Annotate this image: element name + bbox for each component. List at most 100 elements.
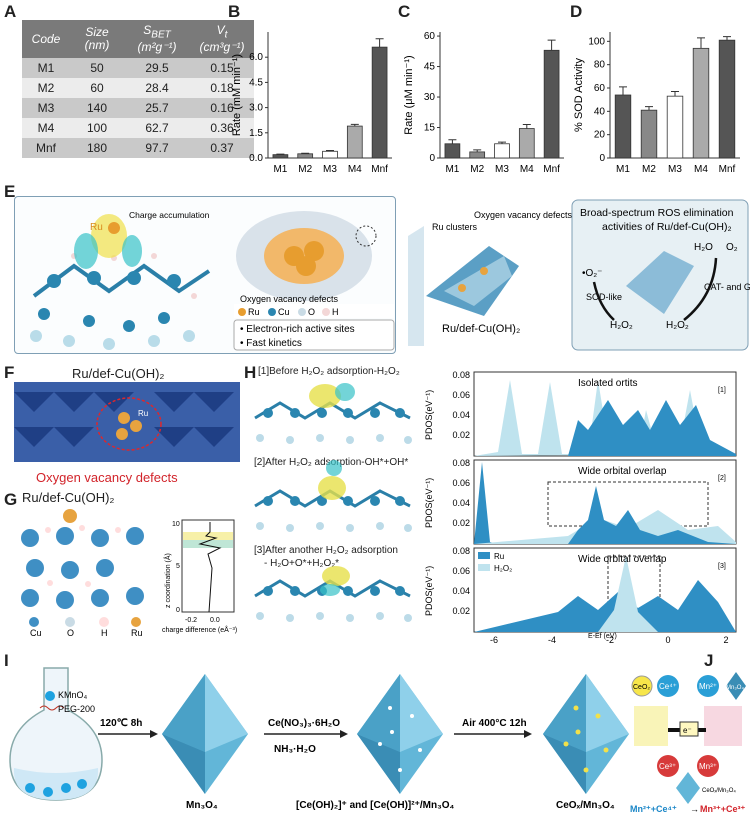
col-header-sbet: SBET (m²g⁻¹) — [124, 20, 190, 58]
svg-text:-0.2: -0.2 — [185, 617, 197, 624]
svg-text:-4: -4 — [548, 635, 556, 645]
f-caption: Oxygen vacancy defects — [36, 470, 178, 485]
svg-text:0.02: 0.02 — [452, 430, 470, 440]
x-tick-label: Mnf — [719, 164, 736, 175]
col-header-size: Size (nm) — [70, 20, 124, 58]
h-legend-ru: Ru — [494, 552, 504, 561]
x-tick-label: M3 — [668, 164, 682, 175]
x-tick-label: Mnf — [543, 164, 560, 175]
chart-c-ylabel: Rate (μM min⁻¹) — [403, 55, 415, 134]
j-mn3o4-label: Mn₃O₄ — [726, 685, 744, 691]
y-tick-label: 0 — [429, 153, 435, 164]
svg-text:charge difference (eÅ⁻³): charge difference (eÅ⁻³) — [162, 625, 237, 634]
x-tick-label: M4 — [694, 164, 708, 175]
f-structure: Ru — [14, 382, 240, 462]
h-tag-2: [2] — [718, 475, 726, 482]
panel-label-j: J — [704, 651, 714, 670]
x-tick-label: M1 — [616, 164, 630, 175]
bar-m3 — [494, 143, 510, 159]
h-structures — [253, 383, 414, 624]
j-redox-scheme: CeO₂ Ce⁴⁺ Mn²⁺ Mn₃O₄ e⁻ Ce³⁺ Mn³⁺ CeOₓ/M… — [630, 672, 746, 813]
e-oxyvac-label: Oxygen vacancy defects — [240, 294, 339, 304]
i-label-intermediate: [Ce(OH)₂]⁺ and [Ce(OH)]²⁺/Mn₃O₄ — [296, 800, 454, 811]
y-tick-label: 60 — [594, 83, 606, 94]
g-structure: Cu O H Ru 0 5 10 -0.2 0.0 z coordination… — [21, 509, 237, 638]
j-ce3-label: Ce³⁺ — [659, 762, 676, 771]
panel-label-h: H — [244, 363, 257, 382]
x-tick-label: M4 — [520, 164, 534, 175]
y-tick-label: 40 — [594, 106, 606, 117]
panel-label-a: A — [4, 2, 17, 21]
y-tick-label: 0.0 — [249, 153, 263, 164]
error-bar — [473, 149, 482, 152]
chart-b-ylabel: Rate (mM min⁻¹) — [231, 54, 243, 136]
i-reagent1-label: Ce(NO₃)₃·6H₂O — [268, 718, 340, 729]
h-label-3: [3]After another H₂O₂ adsorption — [254, 545, 398, 556]
e-cat-label: CAT- and GPx-like — [704, 282, 750, 292]
g-title: Ru/def-Cu(OH)₂ — [22, 490, 115, 505]
e-h2o2-b-label: H₂O₂ — [666, 320, 689, 331]
j-ce4-label: Ce⁴⁺ — [659, 682, 677, 691]
i-octahedron-3 — [543, 674, 629, 794]
e-sod-label: SOD-like — [586, 292, 622, 302]
table-row: M3 140 25.7 0.16 — [22, 98, 254, 118]
bar-mnf — [543, 49, 560, 159]
bar-m4 — [518, 128, 535, 159]
svg-text:0.08: 0.08 — [452, 458, 470, 468]
svg-text:0.06: 0.06 — [452, 478, 470, 488]
error-bar — [671, 91, 679, 97]
j-eq-right: Mn³⁺+Ce³⁺ — [700, 804, 746, 813]
j-electron-label: e⁻ — [683, 726, 692, 735]
e-ru-label: Ru — [90, 222, 103, 233]
e-bullet-2: • Fast kinetics — [240, 338, 302, 349]
svg-text:Cu: Cu — [30, 628, 42, 638]
svg-text:0.02: 0.02 — [452, 518, 470, 528]
svg-text:-6: -6 — [490, 635, 498, 645]
x-tick-label: M4 — [348, 164, 362, 175]
f-title: Ru/def-Cu(OH)₂ — [72, 366, 165, 381]
svg-text:0.04: 0.04 — [452, 586, 470, 596]
error-bar — [498, 141, 506, 144]
bar-m4 — [346, 125, 363, 159]
j-mn3-label: Mn³⁺ — [699, 762, 717, 771]
e-illustration: Ru Charge accumulation Oxygen vacancy de… — [30, 199, 750, 351]
svg-text:0.06: 0.06 — [452, 566, 470, 576]
x-tick-label: M1 — [273, 164, 287, 175]
h-ylabel-1: PDOS(eV⁻¹) — [424, 390, 434, 440]
error-bar — [350, 123, 359, 127]
i-octahedron-2 — [357, 674, 443, 794]
i-label-mn3o4: Mn₃O₄ — [186, 800, 218, 811]
bar-m1 — [614, 94, 632, 159]
col-header-code: Code — [22, 20, 70, 58]
y-tick-label: 30 — [424, 92, 436, 103]
e-superoxide-label: •O₂⁻ — [582, 268, 602, 279]
bar-m1 — [444, 143, 461, 159]
h-plot-title-1: Isolated ortits — [578, 378, 637, 389]
error-bar — [326, 149, 334, 152]
table-row: Mnf 180 97.7 0.37 — [22, 138, 254, 158]
h-legend-h2o2: H₂O₂ — [494, 564, 512, 573]
svg-text:Ru: Ru — [248, 307, 260, 317]
svg-text:0.04: 0.04 — [452, 410, 470, 420]
svg-text:O: O — [308, 307, 315, 317]
panel-label-e: E — [4, 182, 16, 201]
svg-text:Cu: Cu — [278, 307, 290, 317]
e-legend: Ru Cu O H — [234, 304, 394, 318]
svg-text:Ru: Ru — [131, 628, 143, 638]
i-step3-label: Air 400°C 12h — [462, 718, 527, 729]
x-tick-label: M2 — [642, 164, 656, 175]
error-bar — [645, 106, 653, 111]
h-plot-title-2: Wide orbital overlap — [578, 466, 667, 477]
svg-text:2: 2 — [723, 635, 728, 645]
x-tick-label: M1 — [445, 164, 459, 175]
svg-text:O: O — [67, 628, 74, 638]
panel-label-f: F — [4, 363, 15, 382]
f-ru-label: Ru — [138, 409, 148, 418]
i-label-product: CeOₓ/Mn₃O₄ — [556, 800, 615, 811]
x-tick-label: M2 — [470, 164, 484, 175]
e-charge-label: Charge accumulation — [129, 210, 210, 220]
bar-m2 — [469, 151, 486, 159]
y-tick-label: 1.5 — [249, 128, 263, 139]
svg-text:-2: -2 — [606, 635, 614, 645]
error-bar — [619, 86, 627, 95]
